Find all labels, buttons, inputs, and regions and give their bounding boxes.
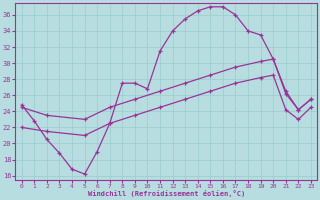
X-axis label: Windchill (Refroidissement éolien,°C): Windchill (Refroidissement éolien,°C) <box>88 190 245 197</box>
